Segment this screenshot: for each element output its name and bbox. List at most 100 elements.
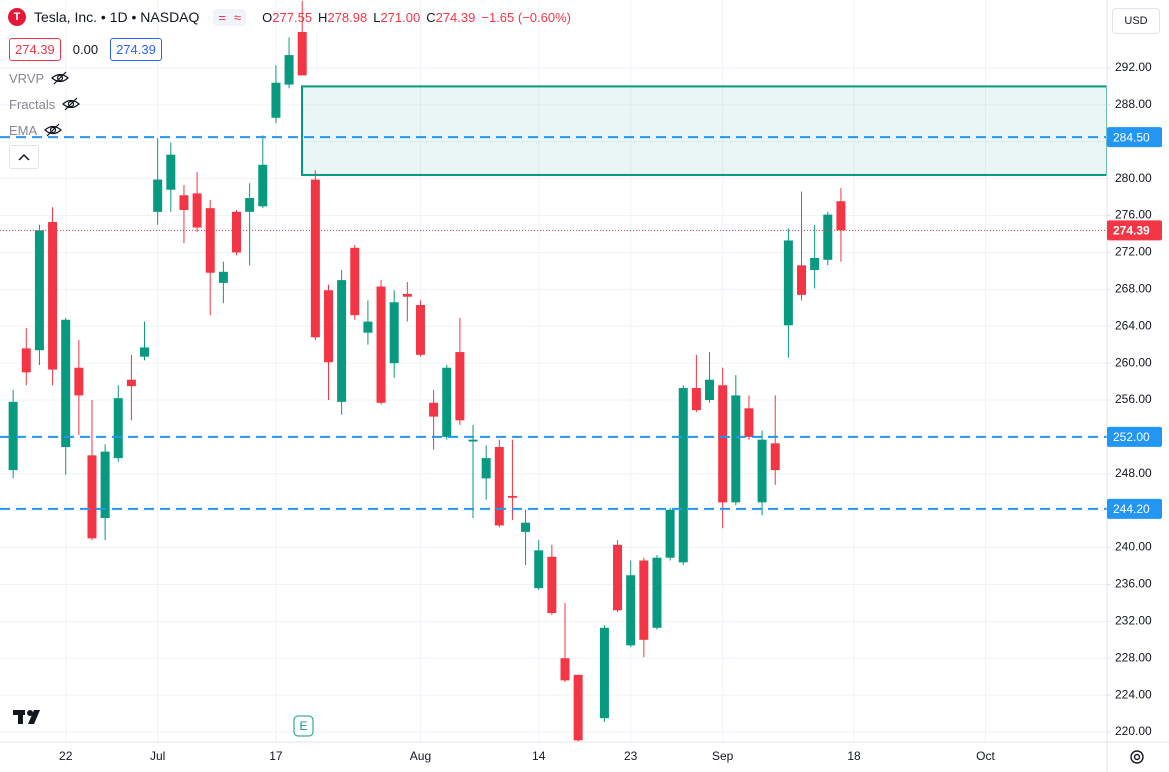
- level-tag: [1107, 498, 1162, 519]
- candle-body: [34, 230, 44, 351]
- y-tick-label: 232.00: [1115, 614, 1152, 628]
- eye-pupil: [68, 100, 75, 108]
- candle-body: [665, 509, 675, 558]
- eye-slash: [64, 97, 78, 111]
- candle-body: [376, 286, 386, 403]
- ohlc-values: O277.55 H278.98 L271.00 C274.39 −1.65 (−0.60…: [262, 10, 571, 25]
- x-tick-label: 17: [269, 749, 283, 763]
- candle-body: [494, 447, 504, 526]
- x-tick-label: 23: [624, 749, 638, 763]
- candle-body: [507, 495, 517, 498]
- candle-body: [599, 627, 609, 719]
- candle-body: [836, 201, 846, 231]
- candle-body: [626, 575, 636, 646]
- icon[interactable]: =: [218, 9, 227, 25]
- x-tick-label: Aug: [410, 749, 431, 763]
- candle-body: [245, 198, 255, 212]
- candle-body: [87, 455, 97, 539]
- x-tick-label: Jul: [150, 749, 165, 763]
- candle-body: [402, 293, 412, 297]
- chevron-icon: [18, 153, 30, 161]
- y-tick-label: 248.00: [1115, 466, 1152, 480]
- candle-body: [468, 439, 478, 442]
- candle-body: [363, 321, 373, 333]
- zone: [301, 85, 1107, 176]
- header-buttons[interactable]: = ≈: [213, 8, 247, 26]
- legend-header: T Tesla, Inc. • 1D • NASDAQ = ≈ O277.55 H2…: [8, 8, 571, 26]
- candle-body: [783, 240, 793, 326]
- x-tick-label: Oct: [976, 749, 995, 763]
- level-tag: [1107, 426, 1162, 447]
- y-tick-label: 276.00: [1115, 208, 1152, 222]
- candle-body: [232, 211, 242, 253]
- y-tick-label: 228.00: [1115, 650, 1152, 664]
- candle-body: [100, 451, 110, 519]
- ohlc-value: 274.39: [435, 9, 476, 25]
- candle-body: [271, 82, 281, 118]
- indicator: Fractals: [9, 91, 162, 117]
- candle-body: [310, 179, 320, 338]
- candle-body: [258, 164, 268, 207]
- indicator: EMA: [9, 117, 162, 143]
- sell-price[interactable]: 274.39: [9, 38, 61, 61]
- candle-body: [560, 658, 570, 681]
- symbol-title[interactable]: Tesla, Inc. • 1D • NASDAQ: [34, 9, 200, 25]
- y-tick-label: 272.00: [1115, 245, 1152, 259]
- settings-icon[interactable]: [1130, 750, 1144, 764]
- hidden-eye-icon[interactable]: [50, 71, 70, 85]
- ohlc-value: 278.98: [327, 9, 368, 25]
- candle-body: [153, 179, 163, 212]
- buy-price[interactable]: 274.39: [110, 38, 162, 61]
- y-tick-label: 280.00: [1115, 171, 1152, 185]
- x-tick-label: 14: [532, 749, 546, 763]
- candle-body: [823, 214, 833, 260]
- collapse-button[interactable]: [9, 145, 39, 169]
- ohlc-key: O: [262, 9, 273, 25]
- left-panel: 274.39 0.00 274.39 VRVP Fractals EMA: [9, 38, 162, 169]
- y-tick-label: 236.00: [1115, 577, 1152, 591]
- candle-body: [429, 402, 439, 417]
- candle-body: [718, 385, 728, 503]
- eye-pupil: [57, 74, 64, 82]
- candle-body: [415, 305, 425, 355]
- candle-body: [61, 319, 71, 448]
- candle-body: [48, 222, 58, 370]
- candle-body: [166, 154, 176, 190]
- y-tick-label: 288.00: [1115, 97, 1152, 111]
- candle-body: [21, 348, 31, 373]
- ohlc-item: L271.00: [373, 10, 420, 25]
- indicator-name: VRVP: [9, 70, 45, 86]
- currency-button[interactable]: USD: [1112, 8, 1160, 34]
- y-tick-label: 268.00: [1115, 282, 1152, 296]
- earnings-marker[interactable]: E: [299, 719, 307, 733]
- candle-body: [205, 208, 215, 273]
- candle-body: [389, 302, 399, 364]
- candle-body: [455, 352, 465, 421]
- candle-body: [140, 347, 150, 357]
- icon[interactable]: ≈: [234, 9, 242, 25]
- candle-body: [442, 367, 452, 437]
- candle-body: [613, 544, 623, 611]
- candle-body: [652, 557, 662, 628]
- candle-body: [521, 522, 531, 532]
- level-label: 244.20: [1113, 502, 1150, 516]
- candle-body: [797, 265, 807, 295]
- tv-logo: [13, 710, 40, 724]
- level-label: 252.00: [1113, 430, 1150, 444]
- x-tick-label: Sep: [712, 749, 734, 763]
- symbol-logo: T: [8, 8, 26, 26]
- last-price-tag: [1107, 220, 1162, 241]
- hidden-eye-icon[interactable]: [43, 123, 63, 137]
- candle-body: [74, 367, 84, 396]
- earnings-marker-box[interactable]: [293, 715, 314, 737]
- y-tick-label: 240.00: [1115, 540, 1152, 554]
- indicator-list: VRVP Fractals EMA: [9, 65, 162, 143]
- candle-body: [639, 560, 649, 640]
- candle-body: [337, 280, 347, 402]
- hidden-eye-icon[interactable]: [61, 97, 81, 111]
- candle-body: [179, 195, 189, 211]
- candle-body: [691, 388, 701, 411]
- candle-body: [534, 550, 544, 589]
